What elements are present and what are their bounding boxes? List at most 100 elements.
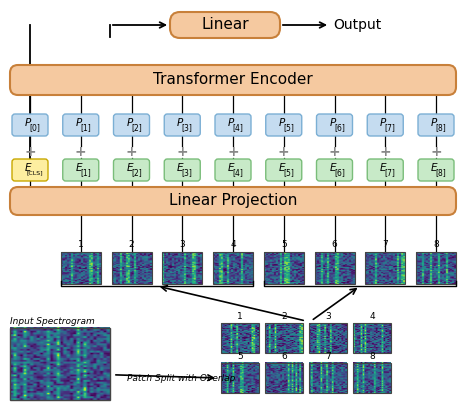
Text: [5]: [5] <box>283 123 294 132</box>
Text: +: + <box>24 145 36 159</box>
Bar <box>314 252 354 284</box>
Text: 6: 6 <box>332 240 337 249</box>
FancyBboxPatch shape <box>317 159 353 181</box>
Bar <box>353 363 391 393</box>
Text: 5: 5 <box>237 352 243 361</box>
Bar <box>213 252 253 284</box>
Bar <box>221 323 259 353</box>
Text: +: + <box>430 145 442 159</box>
Text: +: + <box>278 145 290 159</box>
FancyBboxPatch shape <box>12 159 48 181</box>
Text: P: P <box>228 118 234 128</box>
Text: E: E <box>126 163 133 173</box>
Text: 3: 3 <box>179 240 185 249</box>
Text: P: P <box>380 118 386 128</box>
FancyBboxPatch shape <box>418 159 454 181</box>
Bar <box>221 363 259 393</box>
Text: P: P <box>431 118 437 128</box>
Bar <box>416 252 456 284</box>
Text: 8: 8 <box>433 240 439 249</box>
Text: E: E <box>278 163 285 173</box>
Text: +: + <box>329 145 340 159</box>
Text: Transformer Encoder: Transformer Encoder <box>153 72 313 88</box>
Text: +: + <box>177 145 188 159</box>
Text: E: E <box>76 163 82 173</box>
FancyBboxPatch shape <box>215 159 251 181</box>
Text: P: P <box>329 118 336 128</box>
Text: Input Spectrogram: Input Spectrogram <box>10 317 95 326</box>
FancyBboxPatch shape <box>10 187 456 215</box>
Bar <box>264 252 304 284</box>
Text: E: E <box>228 163 234 173</box>
Bar <box>353 323 391 353</box>
Text: 7: 7 <box>325 352 331 361</box>
FancyBboxPatch shape <box>164 159 200 181</box>
Text: E: E <box>329 163 336 173</box>
Text: P: P <box>177 118 184 128</box>
Text: E: E <box>25 163 31 173</box>
FancyBboxPatch shape <box>63 159 99 181</box>
Text: E: E <box>177 163 184 173</box>
FancyBboxPatch shape <box>418 114 454 136</box>
Text: 7: 7 <box>382 240 388 249</box>
Text: 1: 1 <box>78 240 84 249</box>
FancyBboxPatch shape <box>113 159 149 181</box>
FancyBboxPatch shape <box>10 65 456 95</box>
Text: +: + <box>227 145 239 159</box>
Bar <box>112 252 151 284</box>
Text: E: E <box>380 163 387 173</box>
FancyBboxPatch shape <box>164 114 200 136</box>
Text: +: + <box>126 145 137 159</box>
FancyBboxPatch shape <box>367 159 403 181</box>
Bar <box>309 323 347 353</box>
Text: [CLS]: [CLS] <box>27 171 43 175</box>
FancyBboxPatch shape <box>170 12 280 38</box>
Text: Output: Output <box>333 18 381 32</box>
Text: [1]: [1] <box>80 123 91 132</box>
FancyBboxPatch shape <box>266 159 302 181</box>
Text: 1: 1 <box>237 312 243 321</box>
FancyBboxPatch shape <box>63 114 99 136</box>
FancyBboxPatch shape <box>113 114 149 136</box>
Text: [7]: [7] <box>385 169 396 178</box>
Text: [5]: [5] <box>283 169 294 178</box>
Text: [3]: [3] <box>182 169 193 178</box>
Text: [4]: [4] <box>233 123 243 132</box>
Text: 3: 3 <box>325 312 331 321</box>
Text: [0]: [0] <box>29 123 41 132</box>
Text: [3]: [3] <box>182 123 193 132</box>
Text: [7]: [7] <box>385 123 396 132</box>
FancyBboxPatch shape <box>215 114 251 136</box>
Text: +: + <box>379 145 391 159</box>
Bar <box>309 363 347 393</box>
Bar <box>10 328 110 400</box>
Text: Patch Split with Overlap: Patch Split with Overlap <box>127 374 235 383</box>
Bar <box>61 252 101 284</box>
Text: [6]: [6] <box>334 169 345 178</box>
Text: 2: 2 <box>129 240 134 249</box>
Text: 4: 4 <box>369 312 375 321</box>
Text: P: P <box>76 118 82 128</box>
Text: P: P <box>279 118 285 128</box>
FancyBboxPatch shape <box>266 114 302 136</box>
Text: P: P <box>25 118 31 128</box>
FancyBboxPatch shape <box>12 114 48 136</box>
Text: P: P <box>127 118 133 128</box>
Text: +: + <box>75 145 86 159</box>
Text: [4]: [4] <box>233 169 243 178</box>
FancyBboxPatch shape <box>367 114 403 136</box>
Text: E: E <box>431 163 437 173</box>
Text: Linear Projection: Linear Projection <box>169 194 297 208</box>
Text: [6]: [6] <box>334 123 345 132</box>
Text: Linear: Linear <box>201 18 249 32</box>
Bar <box>365 252 405 284</box>
Text: 8: 8 <box>369 352 375 361</box>
Text: 6: 6 <box>281 352 287 361</box>
Text: 5: 5 <box>281 240 287 249</box>
Bar <box>265 363 303 393</box>
Text: [8]: [8] <box>436 123 446 132</box>
Text: 2: 2 <box>281 312 287 321</box>
Text: [1]: [1] <box>80 169 91 178</box>
Text: [2]: [2] <box>131 169 142 178</box>
Bar <box>265 323 303 353</box>
